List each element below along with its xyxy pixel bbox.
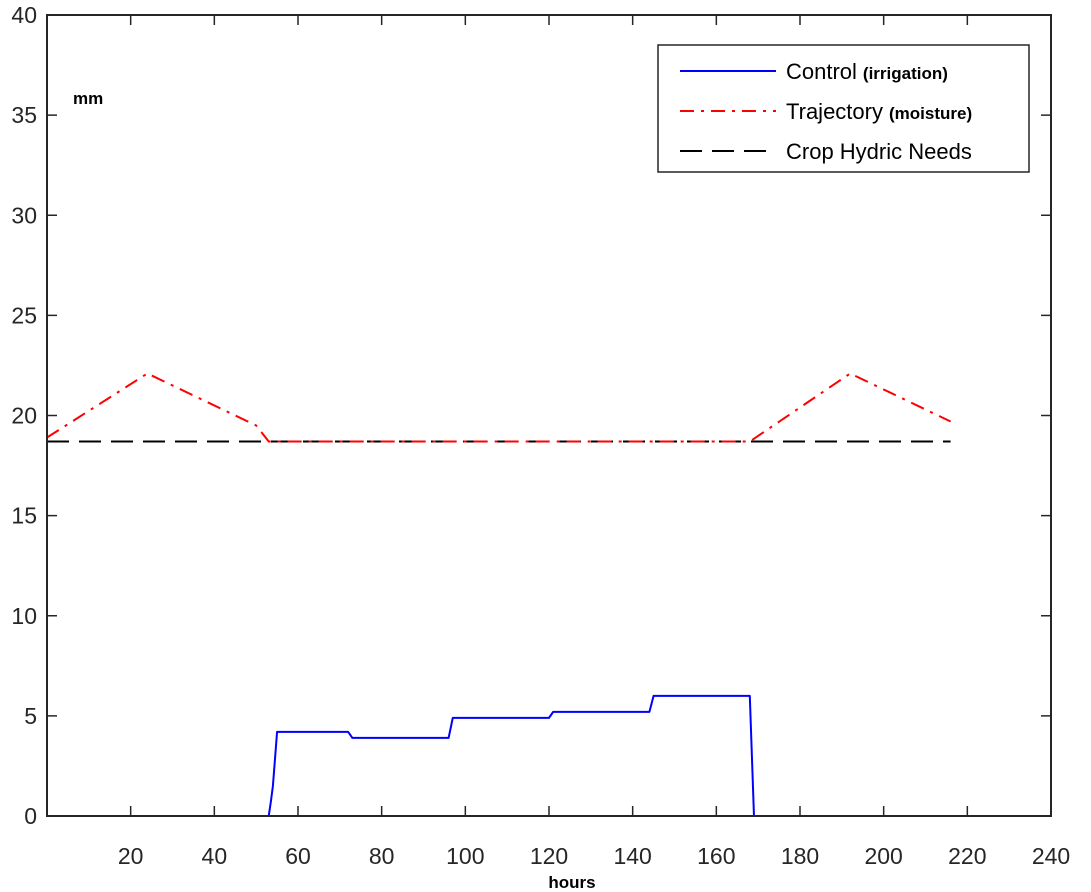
x-axis-title: hours — [548, 873, 595, 892]
series-line-control — [47, 694, 951, 817]
x-tick-label: 60 — [285, 843, 311, 869]
x-tick-label: 140 — [613, 843, 651, 869]
x-tick-label: 80 — [369, 843, 395, 869]
y-axis-ticks: 0 5 10 15 20 25 30 35 40 — [11, 2, 1051, 829]
y-tick-label: 20 — [11, 403, 37, 429]
y-tick-label: 35 — [11, 102, 37, 128]
y-tick-label: 15 — [11, 503, 37, 529]
y-axis-title: mm — [73, 89, 103, 108]
y-tick-label: 30 — [11, 202, 37, 228]
legend: Control (irrigation) Trajectory (moisture)… — [657, 44, 1030, 173]
x-tick-label: 200 — [864, 843, 902, 869]
series-layer — [46, 372, 952, 817]
y-tick-label: 25 — [11, 302, 37, 328]
x-tick-label: 40 — [202, 843, 228, 869]
x-tick-label: 120 — [530, 843, 568, 869]
x-axis-ticks: 20 40 60 80 100 120 140 160 180 200 220 240 — [118, 15, 1070, 869]
x-tick-label: 240 — [1032, 843, 1070, 869]
legend-label-trajectory: Trajectory (moisture) — [786, 99, 972, 124]
legend-entry-control: Control (irrigation) — [680, 59, 948, 84]
x-tick-label: 20 — [118, 843, 144, 869]
x-tick-label: 160 — [697, 843, 735, 869]
legend-label-crop-hydric-needs: Crop Hydric Needs — [786, 139, 972, 164]
y-tick-label: 5 — [24, 703, 37, 729]
x-tick-label: 180 — [781, 843, 819, 869]
legend-entry-crop-hydric-needs: Crop Hydric Needs — [680, 139, 972, 164]
x-tick-label: 220 — [948, 843, 986, 869]
y-tick-label: 10 — [11, 603, 37, 629]
y-tick-label: 40 — [11, 2, 37, 28]
series-line-trajectory — [46, 372, 952, 443]
y-tick-label: 0 — [24, 803, 37, 829]
x-tick-label: 100 — [446, 843, 484, 869]
legend-entry-trajectory: Trajectory (moisture) — [680, 99, 972, 124]
legend-label-control: Control (irrigation) — [786, 59, 948, 84]
